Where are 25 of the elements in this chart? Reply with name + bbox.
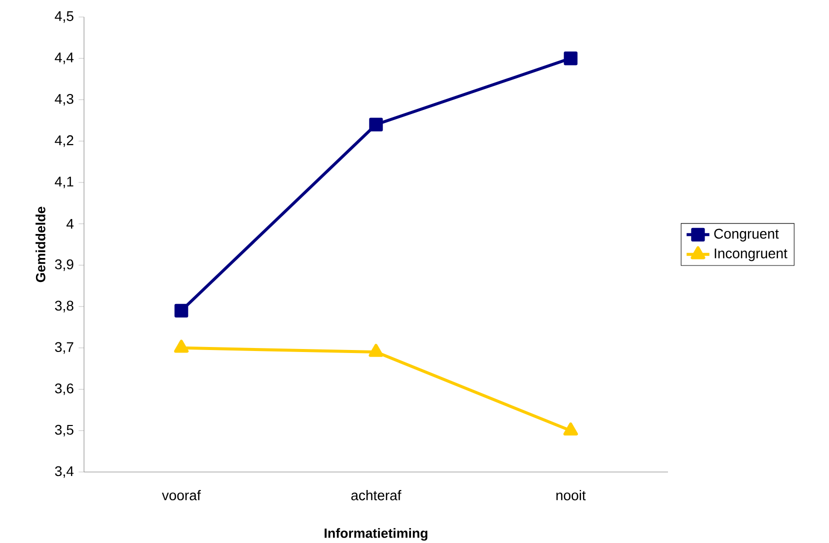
point xyxy=(564,52,578,66)
y-tick-label: 4 xyxy=(66,219,74,229)
y-tick-label: 4,2 xyxy=(54,135,74,147)
x-axis-title: Informatietiming xyxy=(324,528,428,541)
legend-label: Congruent xyxy=(714,228,779,242)
y-tick-label: 3,9 xyxy=(55,259,74,271)
x-tick-label: vooraf xyxy=(162,490,201,500)
y-tick-label: 3,5 xyxy=(55,424,74,436)
point xyxy=(563,422,578,436)
y-tick-label: 4,5 xyxy=(54,11,74,23)
y-axis-title: Gemiddelde xyxy=(36,206,46,282)
y-tick-label: 4,1 xyxy=(54,176,74,188)
x-tick-label: achteraf xyxy=(351,490,402,500)
point xyxy=(368,344,384,357)
point xyxy=(369,118,383,132)
legend-label: Incongruent xyxy=(714,248,788,262)
y-tick-label: 4,3 xyxy=(54,94,74,106)
y-tick-label: 3,8 xyxy=(55,300,74,312)
y-tick-label: 3,7 xyxy=(55,342,74,354)
y-tick-label: 3,6 xyxy=(55,383,74,396)
y-tick-label: 3,4 xyxy=(55,466,74,478)
point xyxy=(174,304,188,318)
x-tick-label: nooit xyxy=(556,490,586,500)
point xyxy=(174,340,189,353)
y-tick-label: 4,4 xyxy=(54,52,74,64)
